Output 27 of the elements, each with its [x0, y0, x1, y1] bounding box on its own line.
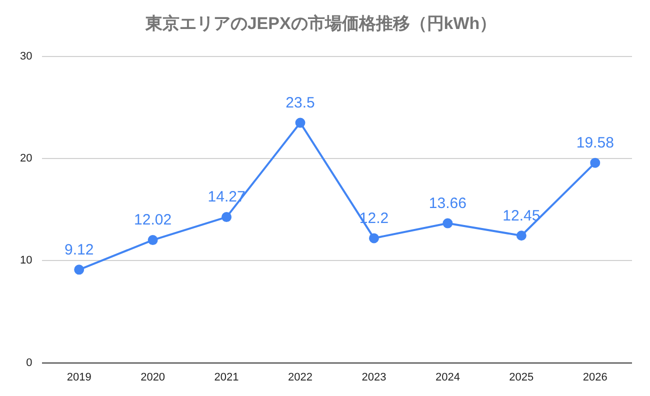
data-label: 12.02 — [134, 212, 172, 229]
point — [148, 235, 158, 246]
y-tick-label: 10 — [20, 254, 32, 267]
x-tick-label: 2019 — [66, 371, 92, 384]
point — [442, 218, 453, 228]
x-tick-label: 2026 — [582, 371, 608, 384]
data-label: 12.45 — [502, 207, 540, 224]
y-tick-label: 20 — [20, 152, 32, 165]
y-tick-label: 30 — [20, 50, 32, 62]
x-tick-label: 2025 — [509, 371, 534, 384]
x-tick-label: 2024 — [435, 371, 460, 384]
data-label: 9.12 — [64, 241, 94, 258]
y-tick-label: 0 — [26, 356, 32, 369]
x-tick-label: 2022 — [288, 371, 312, 384]
point — [222, 212, 232, 222]
x-tick-label: 2023 — [362, 371, 386, 384]
point — [516, 230, 526, 241]
point — [590, 158, 600, 168]
point — [368, 233, 379, 244]
x-tick-label: 2021 — [214, 371, 239, 384]
point — [295, 118, 306, 128]
data-label: 23.5 — [286, 94, 315, 112]
chart-title: 東京エリアのJEPXの市場価格推移（円kWh） — [144, 14, 497, 33]
x-tick-label: 2020 — [140, 371, 166, 384]
point — [74, 264, 84, 275]
data-label: 13.66 — [428, 194, 466, 212]
data-label: 19.58 — [576, 134, 614, 152]
